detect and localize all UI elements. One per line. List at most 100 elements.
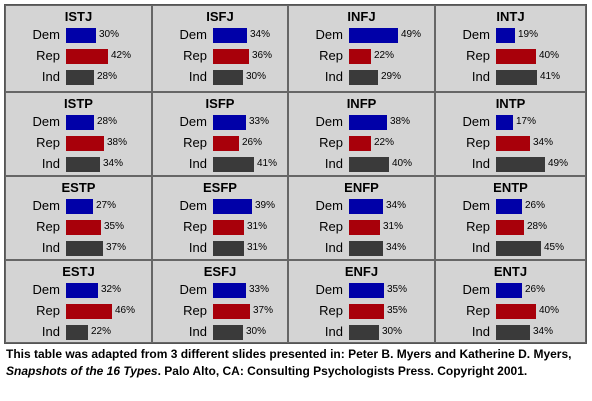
bar-ind: [496, 157, 545, 172]
value-label-dem: 28%: [97, 116, 118, 127]
value-label-dem: 49%: [401, 29, 422, 40]
category-label-dem: Dem: [315, 198, 343, 213]
panel-estj: ESTJ Dem 32% Rep 46% Ind 22%: [5, 260, 152, 343]
panel-title: ESFJ: [203, 264, 237, 279]
bar-dem: [213, 283, 246, 298]
category-label-ind: Ind: [324, 324, 343, 339]
bar-dem: [66, 28, 96, 43]
category-label-ind: Ind: [324, 69, 343, 84]
value-label-dem: 32%: [101, 284, 122, 295]
bar-rep: [213, 49, 249, 64]
category-label-ind: Ind: [41, 240, 60, 255]
category-label-dem: Dem: [179, 114, 207, 129]
category-label-rep: Rep: [183, 219, 207, 234]
panel-title: INTP: [495, 96, 526, 111]
bar-ind: [213, 325, 243, 340]
category-label-rep: Rep: [319, 48, 343, 63]
value-label-dem: 39%: [255, 200, 276, 211]
panel-title: ESFP: [203, 180, 237, 195]
value-label-rep: 22%: [374, 50, 395, 61]
category-label-dem: Dem: [462, 114, 490, 129]
category-label-ind: Ind: [188, 69, 207, 84]
panel-title: ENTP: [493, 180, 528, 195]
panel-title: ISFP: [205, 96, 235, 111]
category-label-dem: Dem: [32, 27, 60, 42]
value-label-ind: 45%: [544, 242, 565, 253]
category-label-rep: Rep: [319, 219, 343, 234]
category-label-ind: Ind: [471, 324, 490, 339]
value-label-rep: 42%: [111, 50, 132, 61]
panel-intp: INTP Dem 17% Rep 34% Ind 49%: [435, 92, 586, 176]
panel-title: ENFJ: [344, 264, 379, 279]
value-label-ind: 30%: [382, 326, 403, 337]
panel-infj: INFJ Dem 49% Rep 22% Ind 29%: [288, 5, 435, 92]
bar-dem: [349, 283, 384, 298]
bar-dem: [213, 115, 246, 130]
panel-title: INTJ: [496, 9, 525, 24]
panel-esfp: ESFP Dem 39% Rep 31% Ind 31%: [152, 176, 288, 260]
value-label-ind: 49%: [548, 158, 569, 169]
value-label-ind: 37%: [106, 242, 127, 253]
bar-ind: [496, 70, 537, 85]
value-label-ind: 30%: [246, 326, 267, 337]
value-label-ind: 31%: [247, 242, 268, 253]
bar-rep: [66, 136, 104, 151]
panel-estp: ESTP Dem 27% Rep 35% Ind 37%: [5, 176, 152, 260]
bar-ind: [66, 325, 88, 340]
value-label-rep: 31%: [383, 221, 404, 232]
category-label-ind: Ind: [471, 156, 490, 171]
panel-enfp: ENFP Dem 34% Rep 31% Ind 34%: [288, 176, 435, 260]
value-label-rep: 46%: [115, 305, 136, 316]
bar-rep: [496, 220, 524, 235]
category-label-ind: Ind: [188, 324, 207, 339]
bar-ind: [349, 157, 389, 172]
value-label-dem: 34%: [250, 29, 271, 40]
value-label-dem: 38%: [390, 116, 411, 127]
category-label-dem: Dem: [462, 198, 490, 213]
bar-ind: [496, 241, 541, 256]
value-label-ind: 40%: [392, 158, 413, 169]
category-label-rep: Rep: [36, 48, 60, 63]
category-label-rep: Rep: [183, 303, 207, 318]
bar-rep: [496, 136, 530, 151]
bar-rep: [349, 220, 380, 235]
caption-text-2: . Palo Alto, CA: Consulting Psychologist…: [157, 364, 528, 378]
value-label-ind: 34%: [386, 242, 407, 253]
bar-rep: [66, 220, 101, 235]
bar-dem: [349, 199, 383, 214]
panel-entp: ENTP Dem 26% Rep 28% Ind 45%: [435, 176, 586, 260]
bar-dem: [496, 28, 515, 43]
category-label-ind: Ind: [41, 156, 60, 171]
category-label-dem: Dem: [32, 282, 60, 297]
value-label-rep: 28%: [527, 221, 548, 232]
category-label-rep: Rep: [183, 48, 207, 63]
value-label-ind: 34%: [103, 158, 124, 169]
panel-title: INFJ: [347, 9, 376, 24]
panel-isfp: ISFP Dem 33% Rep 26% Ind 41%: [152, 92, 288, 176]
bar-dem: [349, 115, 387, 130]
value-label-dem: 17%: [516, 116, 537, 127]
panel-title: ISTP: [64, 96, 93, 111]
category-label-rep: Rep: [36, 135, 60, 150]
category-label-ind: Ind: [41, 324, 60, 339]
panel-title: ENTJ: [493, 264, 528, 279]
type-grid: ISTJ Dem 30% Rep 42% Ind 28% ISFJ Dem 34% Rep 36% In…: [4, 4, 587, 344]
category-label-rep: Rep: [319, 303, 343, 318]
bar-ind: [213, 157, 254, 172]
value-label-rep: 40%: [539, 50, 560, 61]
panel-isfj: ISFJ Dem 34% Rep 36% Ind 30%: [152, 5, 288, 92]
category-label-dem: Dem: [462, 27, 490, 42]
bar-dem: [496, 283, 522, 298]
bar-rep: [213, 136, 239, 151]
panel-istp: ISTP Dem 28% Rep 38% Ind 34%: [5, 92, 152, 176]
panel-title: ISTJ: [64, 9, 93, 24]
bar-ind: [349, 325, 379, 340]
value-label-dem: 34%: [386, 200, 407, 211]
category-label-rep: Rep: [319, 135, 343, 150]
bar-ind: [213, 241, 244, 256]
panel-title: ISFJ: [206, 9, 234, 24]
value-label-dem: 33%: [249, 284, 270, 295]
panel-esfj: ESFJ Dem 33% Rep 37% Ind 30%: [152, 260, 288, 343]
bar-dem: [66, 199, 93, 214]
bar-dem: [213, 199, 252, 214]
